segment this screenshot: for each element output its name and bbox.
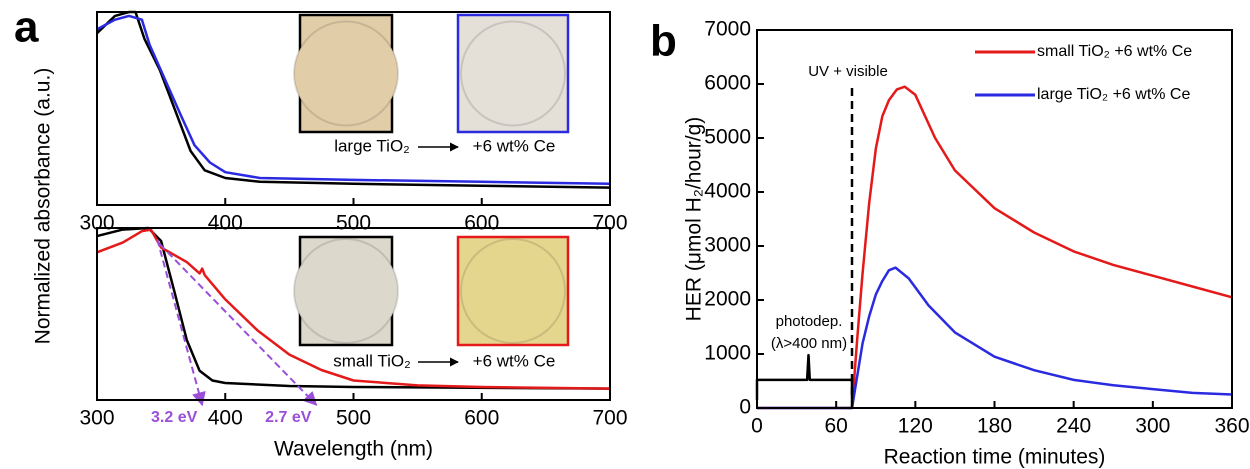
y-tick-label: 3000	[704, 234, 751, 257]
data-line	[757, 85, 1233, 410]
x-tick-label: 400	[208, 212, 243, 235]
data-line	[755, 353, 854, 400]
tangent-label: 2.7 eV	[265, 409, 312, 426]
y-axis-label: HER (μmol H₂/hour/g)	[683, 117, 706, 322]
legend-label: small TiO₂ +6 wt% Ce	[1037, 43, 1192, 60]
x-tick-label: 500	[336, 212, 371, 235]
x-tick-label: 360	[1214, 415, 1249, 438]
x-tick-label: 600	[464, 407, 499, 430]
legend-label: large TiO₂ +6 wt% Ce	[1037, 86, 1190, 103]
y-tick-label: 4000	[704, 180, 751, 203]
x-tick-label: 300	[79, 407, 114, 430]
inset-caption: small TiO₂	[333, 351, 410, 370]
inset-caption: +6 wt% Ce	[473, 136, 556, 155]
inset-caption: +6 wt% Ce	[473, 351, 556, 370]
data-line	[96, 14, 611, 186]
y-tick-label: 2000	[704, 288, 751, 311]
x-tick-label: 0	[751, 415, 763, 438]
data-line	[757, 266, 1233, 410]
tangent-label: 3.2 eV	[151, 409, 198, 426]
y-tick-label: 5000	[704, 126, 751, 149]
sample-disc	[460, 20, 566, 127]
x-tick-label: 120	[898, 415, 933, 438]
y-tick-label: 1000	[704, 342, 751, 365]
sample-disc	[293, 20, 399, 127]
y-tick-label: 7000	[704, 18, 751, 41]
sample-disc	[460, 238, 566, 344]
x-tick-label: 400	[208, 407, 243, 430]
y-axis-label: Normalized absorbance (a.u.)	[32, 68, 55, 345]
panel-label: a	[14, 3, 39, 52]
annotation: photodep.	[776, 313, 843, 330]
data-line	[96, 228, 611, 390]
x-axis-label: Reaction time (minutes)	[884, 446, 1106, 469]
y-tick-label: 0	[739, 396, 751, 419]
tangent-line	[159, 243, 318, 406]
tangent-line	[156, 239, 206, 407]
inset-caption: large TiO₂	[334, 136, 410, 155]
x-tick-label: 180	[977, 415, 1012, 438]
x-tick-label: 240	[1056, 415, 1091, 438]
reference-label: UV + visible	[808, 63, 888, 80]
x-tick-label: 700	[592, 407, 627, 430]
x-tick-label: 300	[1135, 415, 1170, 438]
x-axis-label: Wavelength (nm)	[274, 438, 433, 461]
annotation: (λ>400 nm)	[771, 335, 847, 352]
caption-background	[300, 135, 575, 163]
x-tick-label: 60	[824, 415, 847, 438]
x-tick-label: 500	[336, 407, 371, 430]
y-tick-label: 6000	[704, 72, 751, 95]
panel-label: b	[650, 17, 677, 66]
x-tick-label: 600	[464, 212, 499, 235]
sample-disc	[293, 238, 399, 344]
